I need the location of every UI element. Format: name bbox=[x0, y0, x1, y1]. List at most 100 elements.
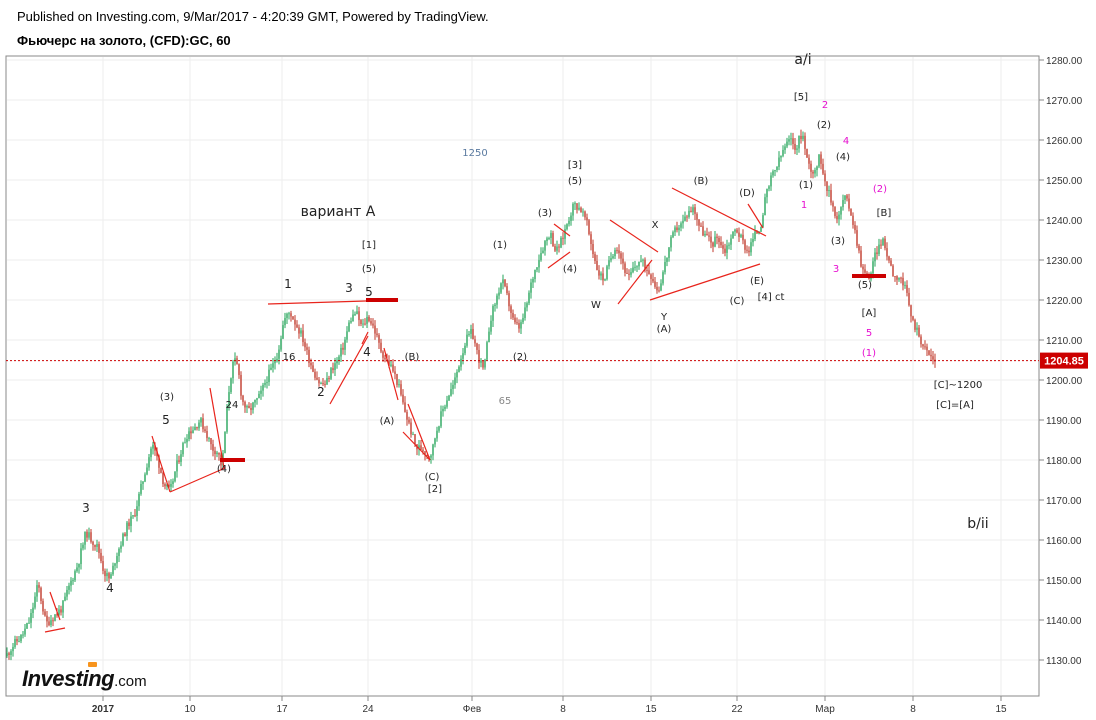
candle-down bbox=[368, 317, 370, 322]
wave-trend-line bbox=[407, 403, 431, 461]
candle-down bbox=[920, 336, 922, 345]
candle-up bbox=[636, 266, 638, 268]
x-tick-label: 8 bbox=[910, 704, 916, 715]
candle-up bbox=[334, 363, 336, 371]
candle-down bbox=[314, 371, 316, 378]
x-tick-label: 15 bbox=[995, 704, 1007, 715]
candle-down bbox=[864, 269, 866, 273]
candle-down bbox=[244, 401, 246, 408]
candle-down bbox=[306, 347, 308, 350]
candle-up bbox=[152, 444, 154, 449]
candle-up bbox=[130, 516, 132, 527]
candle-up bbox=[536, 267, 538, 270]
candle-up bbox=[782, 149, 784, 156]
candle-down bbox=[360, 320, 362, 325]
candle-up bbox=[766, 188, 768, 198]
candle-down bbox=[294, 319, 296, 325]
candle-down bbox=[380, 342, 382, 352]
candle-up bbox=[714, 236, 716, 247]
candle-up bbox=[452, 384, 454, 390]
y-tick-label: 1140.00 bbox=[1046, 616, 1082, 627]
candle-down bbox=[900, 277, 902, 279]
candle-up bbox=[430, 455, 432, 458]
candle-up bbox=[568, 220, 570, 225]
candle-down bbox=[400, 384, 402, 395]
x-tick-label: 22 bbox=[731, 704, 743, 715]
candle-up bbox=[688, 210, 690, 217]
candle-up bbox=[118, 548, 120, 557]
candle-down bbox=[304, 342, 306, 348]
candle-up bbox=[458, 366, 460, 372]
candle-down bbox=[724, 248, 726, 253]
candle-up bbox=[704, 233, 706, 236]
candle-up bbox=[444, 406, 446, 409]
y-tick-label: 1160.00 bbox=[1046, 536, 1082, 547]
wave-label: [1] bbox=[362, 240, 376, 251]
candle-down bbox=[886, 248, 888, 257]
candle-up bbox=[54, 614, 56, 621]
candle-up bbox=[578, 207, 580, 210]
y-tick-label: 1150.00 bbox=[1046, 576, 1082, 587]
candle-up bbox=[524, 307, 526, 318]
candle-up bbox=[330, 368, 332, 379]
candle-down bbox=[586, 217, 588, 221]
candle-up bbox=[252, 402, 254, 410]
wave-trend-line bbox=[402, 431, 431, 461]
candle-up bbox=[34, 596, 36, 608]
candle-up bbox=[262, 384, 264, 391]
candle-up bbox=[276, 358, 278, 362]
candle-down bbox=[204, 429, 206, 432]
wave-label: b/ii bbox=[967, 516, 988, 532]
candle-up bbox=[692, 207, 694, 213]
logo-accent-mark bbox=[88, 662, 97, 667]
candle-down bbox=[16, 639, 18, 642]
x-tick-label: 2017 bbox=[92, 704, 115, 715]
wave-label: [2] bbox=[428, 484, 442, 495]
candle-up bbox=[608, 260, 610, 267]
level-markers bbox=[220, 274, 886, 462]
candle-down bbox=[808, 157, 810, 164]
candle-up bbox=[522, 317, 524, 323]
candle-up bbox=[362, 323, 364, 325]
candle-up bbox=[366, 317, 368, 324]
candle-down bbox=[858, 245, 860, 251]
candle-up bbox=[764, 197, 766, 216]
candle-up bbox=[138, 493, 140, 507]
candle-up bbox=[96, 544, 98, 547]
candle-up bbox=[564, 229, 566, 239]
candle-up bbox=[538, 260, 540, 268]
wave-trend-line bbox=[49, 591, 61, 621]
wave-label: (2) bbox=[873, 184, 887, 195]
candle-down bbox=[656, 286, 658, 291]
candle-up bbox=[140, 483, 142, 494]
candle-up bbox=[260, 390, 262, 394]
wave-trend-line bbox=[169, 467, 226, 493]
candle-down bbox=[702, 226, 704, 236]
wave-label: (3) bbox=[160, 392, 174, 403]
candle-up bbox=[174, 471, 176, 482]
wave-label: (B) bbox=[405, 352, 420, 363]
candle-up bbox=[112, 565, 114, 575]
candle-down bbox=[508, 293, 510, 307]
candle-down bbox=[514, 317, 516, 323]
candle-up bbox=[642, 259, 644, 261]
candle-down bbox=[806, 148, 808, 158]
candle-down bbox=[746, 249, 748, 251]
candle-up bbox=[230, 378, 232, 393]
candle-up bbox=[582, 211, 584, 213]
candle-up bbox=[612, 256, 614, 259]
wave-trend-line bbox=[547, 251, 571, 269]
candle-down bbox=[686, 216, 688, 218]
candle-up bbox=[816, 166, 818, 171]
candle-up bbox=[784, 146, 786, 150]
candle-down bbox=[628, 273, 630, 275]
candle-up bbox=[678, 227, 680, 231]
candle-up bbox=[570, 215, 572, 221]
candle-down bbox=[318, 379, 320, 384]
candle-up bbox=[166, 484, 168, 487]
candle-down bbox=[896, 276, 898, 280]
wave-trend-line bbox=[617, 259, 653, 305]
candle-up bbox=[232, 361, 234, 379]
candle-down bbox=[388, 360, 390, 366]
